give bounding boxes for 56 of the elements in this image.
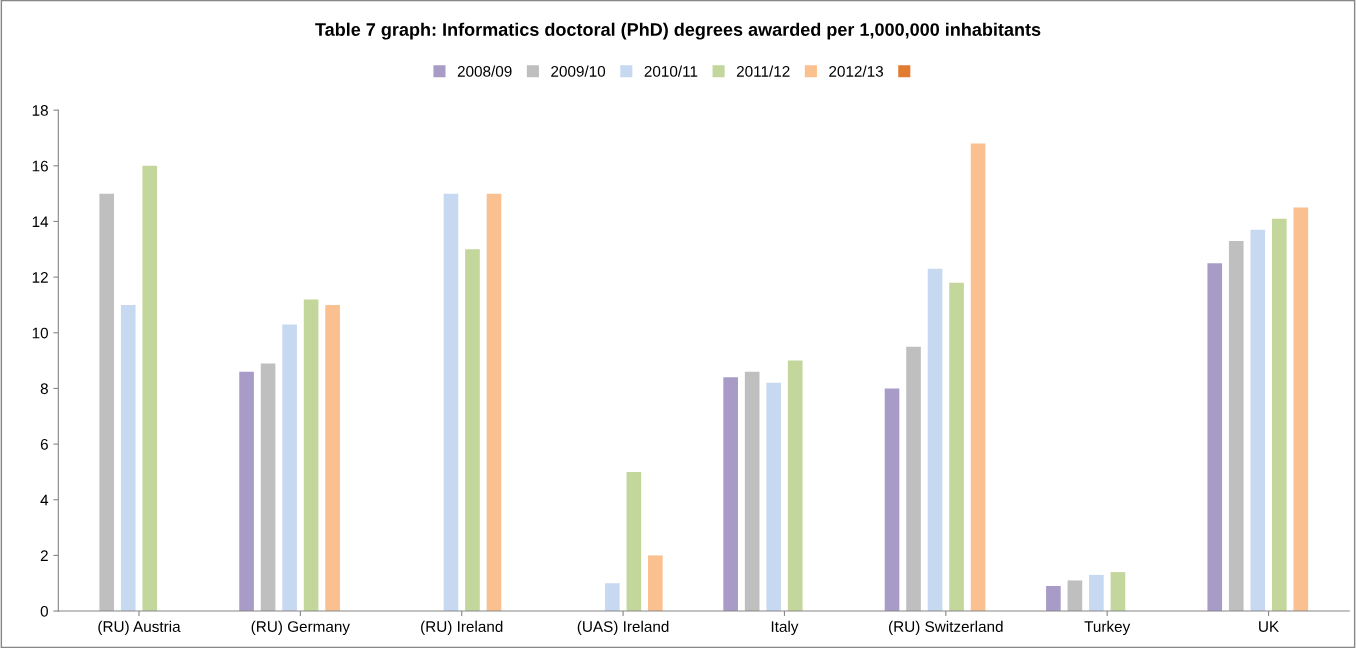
bar bbox=[1228, 240, 1244, 612]
y-tick-label: 18 bbox=[32, 105, 48, 116]
bar bbox=[120, 304, 136, 612]
bar bbox=[1250, 229, 1266, 612]
legend-label: 2008/09 bbox=[457, 65, 512, 77]
bar bbox=[1293, 207, 1309, 612]
bar bbox=[239, 371, 254, 612]
bar bbox=[648, 555, 663, 612]
bar bbox=[486, 193, 502, 612]
legend-label: 2012/13 bbox=[829, 65, 884, 77]
bar bbox=[626, 471, 642, 612]
x-tick-label: (RU) Ireland bbox=[421, 620, 503, 636]
bar bbox=[949, 282, 964, 612]
legend-label: 2009/10 bbox=[551, 65, 606, 77]
bar bbox=[1089, 574, 1104, 612]
legend-label: 2010/11 bbox=[644, 65, 698, 77]
x-tick-label: (RU) Germany bbox=[251, 620, 350, 636]
y-tick-label: 10 bbox=[32, 327, 48, 339]
y-tick-label: 0 bbox=[40, 605, 48, 617]
y-tick-label: 12 bbox=[32, 272, 48, 283]
bar bbox=[325, 304, 340, 612]
x-tick-label: (RU) Switzerland bbox=[889, 620, 1003, 636]
bar bbox=[99, 193, 115, 612]
bar bbox=[906, 346, 921, 612]
bar bbox=[723, 377, 738, 612]
bar bbox=[142, 165, 158, 612]
bar bbox=[766, 382, 781, 612]
y-tick-label: 16 bbox=[32, 160, 48, 172]
bar bbox=[282, 324, 297, 612]
y-tick-label: 6 bbox=[40, 438, 48, 450]
bar bbox=[465, 249, 480, 612]
y-tick-label: 8 bbox=[40, 383, 48, 395]
legend-label: 2011/12 bbox=[736, 65, 790, 77]
y-tick-label: 14 bbox=[32, 216, 49, 228]
bar bbox=[303, 299, 319, 612]
bar bbox=[605, 583, 620, 612]
bar bbox=[744, 371, 760, 612]
bar bbox=[443, 193, 459, 612]
bar bbox=[1271, 218, 1287, 612]
y-tick-label: 4 bbox=[40, 494, 49, 506]
bar bbox=[884, 388, 900, 612]
bar bbox=[927, 268, 943, 612]
bar bbox=[1046, 586, 1061, 612]
bar bbox=[1110, 572, 1126, 612]
y-tick-label: 2 bbox=[40, 550, 48, 561]
x-tick-label: UK bbox=[1259, 621, 1279, 633]
x-tick-label: Italy bbox=[771, 620, 799, 636]
bar bbox=[260, 363, 276, 612]
bar bbox=[1207, 263, 1223, 612]
x-tick-label: Turkey bbox=[1084, 620, 1131, 636]
x-tick-label: (UAS) Ireland bbox=[577, 620, 669, 636]
bar bbox=[970, 143, 986, 612]
x-tick-label: (RU) Austria bbox=[98, 620, 181, 636]
chart-title: Table 7 graph: Informatics doctoral (PhD) degrees awarded per 1,000,000 inhabitants bbox=[315, 22, 1041, 40]
bar bbox=[1067, 580, 1083, 612]
bar bbox=[787, 360, 803, 612]
